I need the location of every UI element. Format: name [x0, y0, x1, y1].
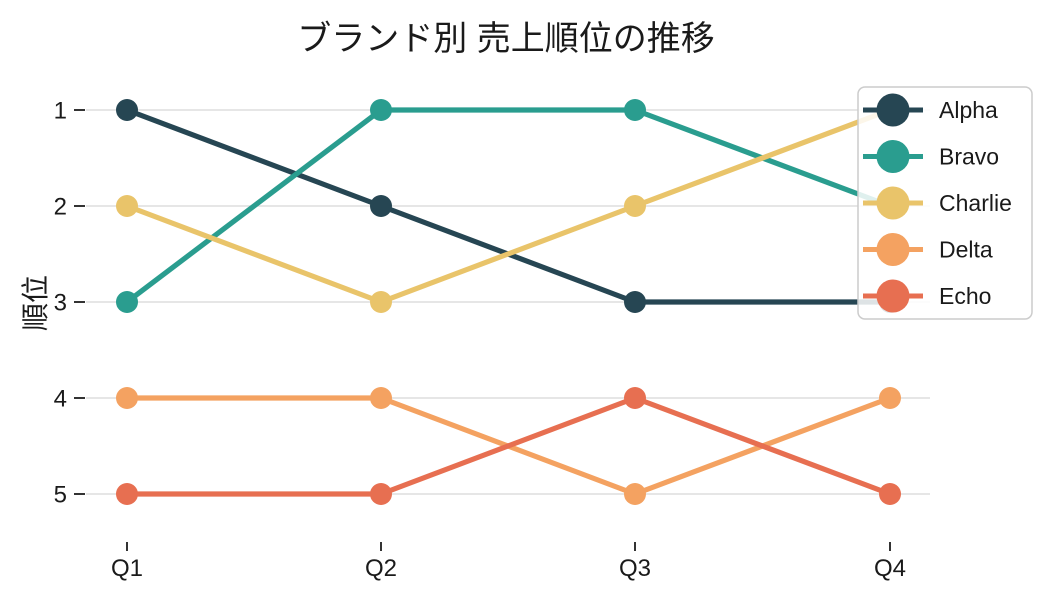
data-point-bravo-q2	[370, 99, 392, 121]
legend-marker-delta	[876, 233, 910, 266]
legend-label-bravo: Bravo	[939, 144, 999, 170]
data-point-delta-q1	[116, 387, 138, 409]
data-point-charlie-q1	[116, 195, 138, 217]
y-tick-label: 5	[54, 481, 67, 508]
series-line-echo	[127, 395, 891, 497]
x-tick-label: Q4	[874, 555, 906, 582]
data-point-delta-q3	[624, 483, 646, 505]
data-point-echo-q2	[370, 483, 392, 505]
data-point-charlie-q2	[370, 291, 392, 313]
y-tick-label: 2	[54, 193, 67, 220]
data-point-bravo-q3	[624, 99, 646, 121]
data-point-alpha-q3	[624, 291, 646, 313]
data-point-delta-q4	[879, 387, 901, 409]
data-point-delta-q2	[370, 387, 392, 409]
legend-marker-bravo	[876, 140, 910, 173]
y-axis-label: 順位	[20, 275, 51, 331]
legend-marker-alpha	[876, 93, 910, 127]
data-point-echo-q3	[624, 387, 646, 409]
data-point-alpha-q2	[370, 195, 392, 217]
legend-group: Alpha Bravo Charlie Delta Echo	[857, 86, 1033, 320]
legend-label-echo: Echo	[939, 283, 991, 309]
legend-label-charlie: Charlie	[939, 190, 1012, 216]
data-point-charlie-q3	[624, 195, 646, 217]
x-tick-label: Q2	[365, 555, 397, 582]
data-point-echo-q4	[879, 483, 901, 505]
axes-group: 1 2 3 4 5 Q1 Q2 Q3 Q4	[54, 97, 906, 582]
legend-label-delta: Delta	[939, 237, 993, 263]
data-point-echo-q1	[116, 483, 138, 505]
data-point-bravo-q1	[116, 291, 138, 313]
y-tick-label: 4	[54, 385, 67, 412]
data-point-alpha-q1	[116, 99, 138, 121]
legend-marker-echo	[876, 279, 910, 313]
series-line-charlie	[126, 107, 891, 305]
legend-label-alpha: Alpha	[939, 97, 998, 123]
y-tick-label: 1	[54, 97, 67, 124]
x-tick-label: Q1	[111, 555, 143, 582]
y-tick-label: 3	[54, 289, 67, 316]
chart-title: ブランド別 売上順位の推移	[297, 20, 714, 58]
x-tick-label: Q3	[619, 555, 651, 582]
legend-marker-charlie	[876, 186, 910, 220]
